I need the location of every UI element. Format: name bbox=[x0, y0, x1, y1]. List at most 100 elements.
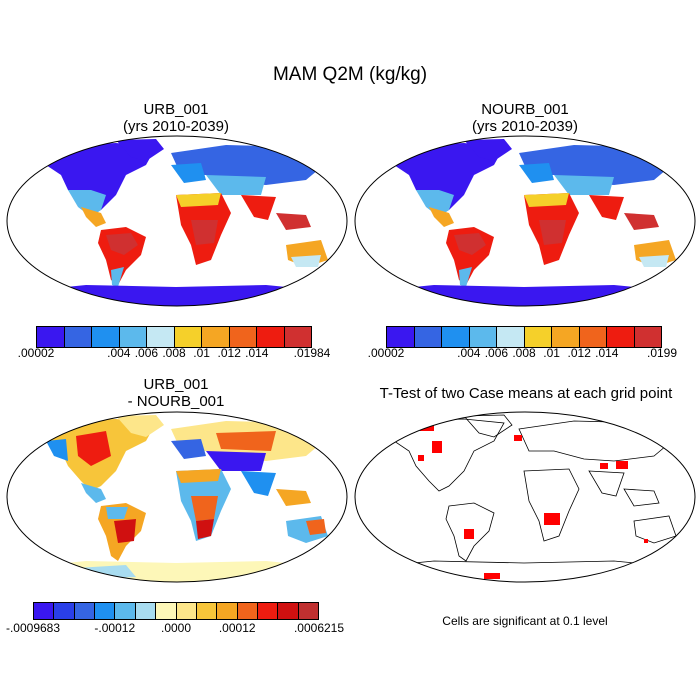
colorbar-swatch bbox=[442, 327, 470, 347]
significance-note: Cells are significant at 0.1 level bbox=[442, 614, 608, 628]
cbar2-label: .00002 bbox=[367, 346, 405, 360]
colorbar-swatch bbox=[217, 603, 238, 619]
australia-south-region bbox=[291, 255, 321, 267]
colorbar-swatch bbox=[497, 327, 525, 347]
europe-region bbox=[519, 163, 554, 183]
cbar1-label: .00002 bbox=[17, 346, 55, 360]
panel2-title: NOURB_001 (yrs 2010-2039) bbox=[445, 101, 605, 135]
colorbar-swatch bbox=[284, 327, 311, 347]
australia-hotspot bbox=[306, 519, 326, 535]
colorbar-swatch bbox=[196, 603, 218, 619]
colorbar-swatch bbox=[607, 327, 635, 347]
amazon-region bbox=[454, 233, 486, 255]
cbar1-label: .01 bbox=[193, 346, 210, 360]
map-panel-urb bbox=[6, 135, 348, 307]
north-america-region bbox=[36, 143, 156, 215]
map-panel-ttest bbox=[354, 411, 696, 583]
south-asia-region bbox=[241, 471, 276, 496]
colorbar-swatch bbox=[95, 603, 116, 619]
cbar3-label: -.0009683 bbox=[5, 621, 61, 635]
south-america-hotspot bbox=[114, 519, 136, 543]
central-america-region bbox=[81, 483, 106, 503]
map-outline bbox=[354, 135, 696, 307]
south-asia-region bbox=[241, 195, 276, 220]
antarctica-region bbox=[7, 285, 347, 306]
map-panel-difference bbox=[6, 411, 348, 583]
cbar1-label: .014 bbox=[245, 346, 269, 360]
panel1-title-line1: URB_001 bbox=[143, 101, 209, 118]
colorbar-swatch bbox=[229, 327, 257, 347]
colorbar-swatch bbox=[524, 327, 552, 347]
colorbar-swatch bbox=[54, 603, 75, 619]
colorbar-swatch bbox=[552, 327, 580, 347]
central-america-region bbox=[429, 207, 454, 227]
maritime-continent-region bbox=[276, 213, 311, 230]
cbar2-label: .008 bbox=[512, 346, 536, 360]
cbar3-label: .0006215 bbox=[293, 621, 345, 635]
antarctica-region bbox=[355, 285, 695, 306]
colorbar-swatch bbox=[37, 327, 65, 347]
cbar2-label: .01 bbox=[543, 346, 560, 360]
central-africa-region bbox=[191, 220, 218, 245]
north-america-cool bbox=[46, 439, 68, 461]
southern-africa-hotspot bbox=[196, 519, 214, 539]
panel3-title: URB_001 - NOURB_001 bbox=[96, 376, 256, 410]
cbar1-label: .006 bbox=[134, 346, 159, 360]
central-africa-region bbox=[539, 220, 566, 245]
colorbar-difference bbox=[33, 602, 319, 620]
panel3-title-line1: URB_001 bbox=[143, 376, 209, 393]
colorbar-swatch bbox=[257, 327, 285, 347]
colorbar-urb-labels: .00002 .004 .006 .008 .01 .012 .014 .019… bbox=[18, 346, 331, 362]
colorbar-swatch bbox=[92, 327, 120, 347]
central-africa-region bbox=[191, 496, 218, 521]
colorbar-swatch bbox=[174, 327, 202, 347]
colorbar-swatch bbox=[202, 327, 230, 347]
colorbar-swatch bbox=[135, 603, 157, 619]
cbar3-label: -.00012 bbox=[94, 621, 136, 635]
panel4-title-line1: T-Test of two Case means at each grid po… bbox=[379, 385, 673, 402]
figure-title: MAM Q2M (kg/kg) bbox=[272, 64, 428, 85]
map-outline bbox=[6, 135, 348, 307]
central-asia-region bbox=[206, 451, 266, 471]
cbar2-label: .006 bbox=[484, 346, 509, 360]
map-fill-nourb bbox=[355, 136, 695, 306]
colorbar-difference-labels: -.0009683 -.00012 .0000 .00012 .0006215 bbox=[6, 621, 344, 637]
central-asia-region bbox=[206, 175, 266, 195]
colorbar-nourb-labels: .00002 .004 .006 .008 .01 .012 .014 .019… bbox=[368, 346, 677, 362]
colorbar-swatch bbox=[579, 327, 607, 347]
colorbar-swatch bbox=[634, 327, 661, 347]
colorbar-swatch bbox=[257, 603, 279, 619]
central-america-region bbox=[81, 207, 106, 227]
cbar3-label: .0000 bbox=[160, 621, 192, 635]
europe-region bbox=[171, 439, 206, 459]
panel1-title: URB_001 (yrs 2010-2039) bbox=[96, 101, 256, 135]
sahara-region bbox=[176, 469, 221, 483]
cbar3-label: .00012 bbox=[218, 621, 256, 635]
central-asia-region bbox=[554, 175, 614, 195]
colorbar-swatch bbox=[156, 603, 177, 619]
greenland-region bbox=[464, 139, 512, 161]
maritime-continent-region bbox=[276, 489, 311, 506]
panel2-title-line1: NOURB_001 bbox=[481, 101, 569, 118]
colorbar-swatch bbox=[414, 327, 442, 347]
south-asia-region bbox=[589, 195, 624, 220]
colorbar-swatch bbox=[34, 603, 55, 619]
panel3-title-line2: - NOURB_001 bbox=[127, 393, 225, 410]
colorbar-swatch bbox=[115, 603, 136, 619]
cbar2-label: .004 bbox=[457, 346, 481, 360]
sahara-region bbox=[524, 193, 569, 207]
north-america-region bbox=[384, 143, 504, 215]
north-america-hotspot bbox=[76, 431, 111, 466]
map-fill-ttest bbox=[355, 412, 695, 582]
map-outline bbox=[6, 411, 348, 583]
antarctica-region bbox=[7, 561, 347, 582]
map-outline bbox=[354, 411, 696, 583]
sahara-region bbox=[176, 193, 221, 207]
colorbar-swatch bbox=[176, 603, 197, 619]
panel2-title-line2: (yrs 2010-2039) bbox=[472, 118, 578, 135]
panel1-title-line2: (yrs 2010-2039) bbox=[123, 118, 229, 135]
greenland-region bbox=[116, 139, 164, 161]
maritime-continent-region bbox=[624, 213, 659, 230]
cbar1-label: .004 bbox=[107, 346, 131, 360]
cbar2-label: .012 bbox=[567, 346, 591, 360]
